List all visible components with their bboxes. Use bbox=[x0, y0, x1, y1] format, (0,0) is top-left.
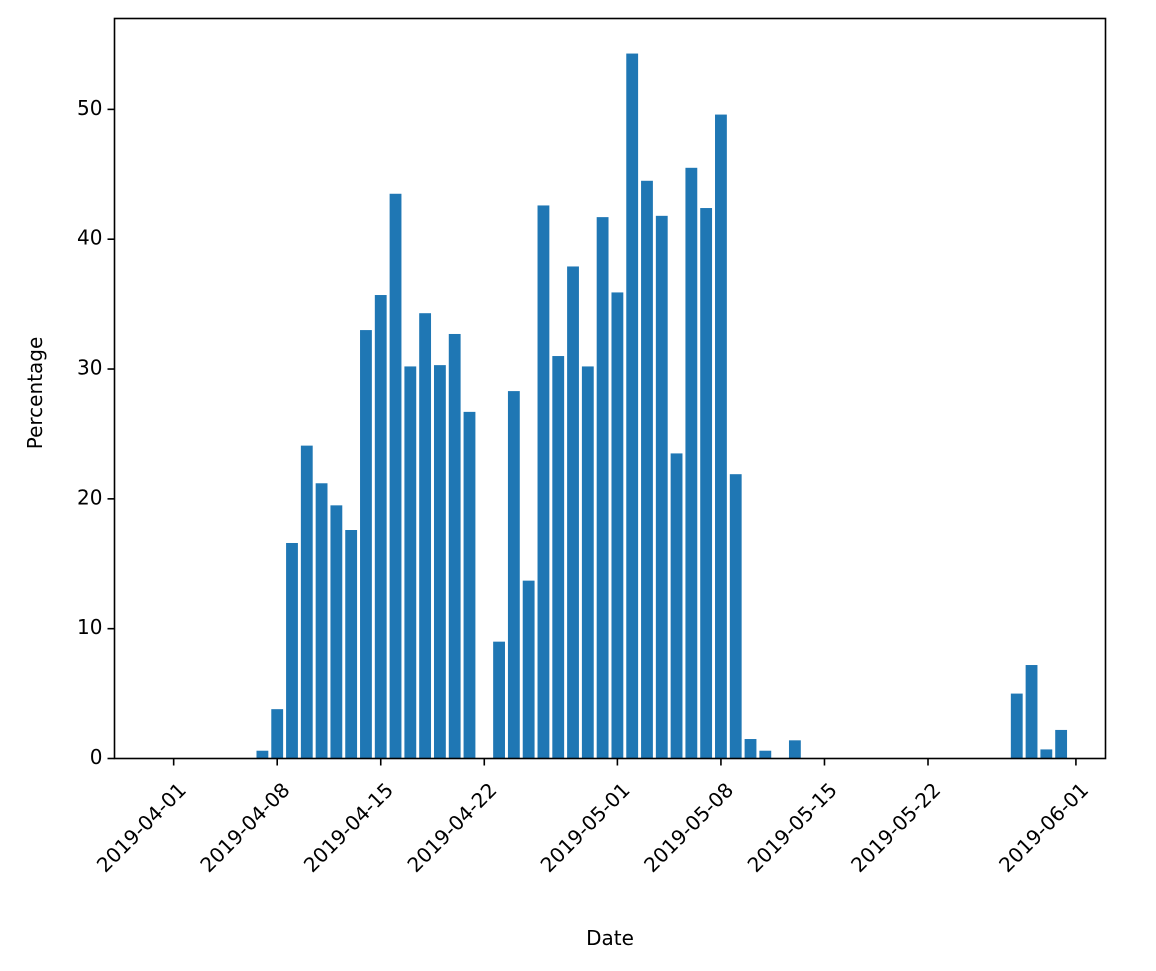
bar bbox=[670, 453, 683, 759]
x-tick-label: 2019-04-01 bbox=[92, 778, 191, 877]
bar bbox=[522, 580, 535, 759]
y-tick-label: 10 bbox=[77, 615, 102, 639]
x-axis-ticks: 2019-04-01 2019-04-08 2019-04-15 2019-04-22… bbox=[92, 758, 1093, 877]
x-tick-label: 2019-04-08 bbox=[195, 778, 294, 877]
x-tick-label: 2019-05-01 bbox=[536, 778, 635, 877]
plot-frame bbox=[113, 17, 1107, 760]
bar bbox=[581, 366, 594, 759]
bar bbox=[404, 366, 417, 759]
x-tick-label: 2019-06-01 bbox=[994, 778, 1093, 877]
bar bbox=[759, 750, 772, 759]
bar bbox=[744, 739, 757, 759]
y-tick-label: 30 bbox=[77, 356, 102, 380]
bar bbox=[330, 505, 343, 759]
bar bbox=[433, 365, 446, 759]
bar bbox=[626, 53, 639, 759]
bar bbox=[286, 542, 298, 759]
bar bbox=[389, 193, 402, 759]
bar bbox=[360, 330, 372, 759]
y-axis-ticks: 0 10 20 30 40 50 bbox=[77, 96, 115, 769]
x-tick-label: 2019-04-22 bbox=[402, 778, 501, 877]
bar bbox=[271, 709, 284, 759]
y-tick-label: 20 bbox=[77, 485, 102, 509]
y-tick-label: 0 bbox=[90, 745, 103, 769]
x-tick-label: 2019-05-15 bbox=[743, 778, 842, 877]
bar bbox=[300, 445, 313, 759]
bar bbox=[507, 391, 520, 759]
bar bbox=[700, 208, 713, 759]
bar bbox=[315, 483, 328, 759]
bar bbox=[1010, 693, 1023, 759]
bar bbox=[448, 333, 461, 759]
bar bbox=[256, 750, 269, 759]
bar bbox=[596, 217, 609, 759]
bar bbox=[1025, 665, 1038, 759]
y-axis-label: Percentage bbox=[23, 337, 47, 450]
bar bbox=[419, 313, 432, 759]
bar bbox=[537, 205, 550, 759]
bars-layer bbox=[256, 53, 1068, 759]
bar bbox=[611, 292, 624, 759]
bar bbox=[788, 740, 801, 759]
bar bbox=[552, 356, 565, 759]
bar bbox=[685, 167, 698, 759]
y-tick-label: 50 bbox=[77, 96, 102, 120]
bar bbox=[345, 530, 358, 759]
bar bbox=[641, 180, 653, 759]
bar bbox=[1055, 729, 1068, 759]
x-tick-label: 2019-04-15 bbox=[299, 778, 398, 877]
bar bbox=[1040, 749, 1053, 759]
bar bbox=[374, 295, 387, 759]
x-tick-label: 2019-05-22 bbox=[846, 778, 945, 877]
x-axis-label: Date bbox=[586, 926, 634, 950]
bar bbox=[493, 641, 505, 759]
bar bbox=[715, 114, 727, 759]
bar bbox=[463, 411, 476, 759]
x-tick-label: 2019-05-08 bbox=[639, 778, 738, 877]
bar bbox=[567, 266, 579, 759]
bar bbox=[729, 474, 742, 759]
bar bbox=[655, 215, 668, 759]
y-tick-label: 40 bbox=[77, 226, 102, 250]
